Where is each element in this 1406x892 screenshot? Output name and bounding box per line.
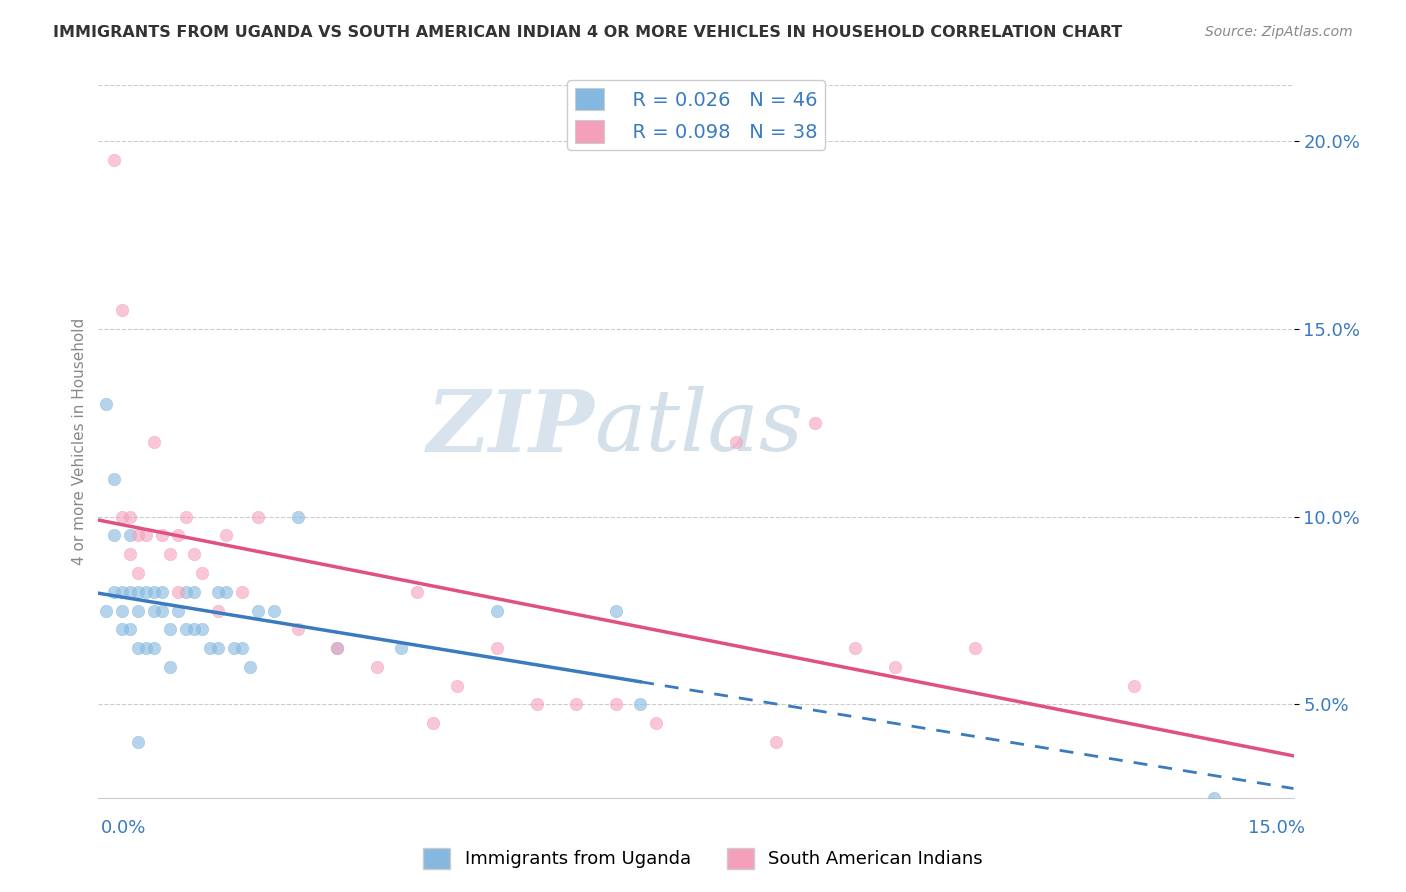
Point [111, 584, 134, 599]
Point [765, 735, 787, 749]
Point [389, 641, 412, 656]
Point [287, 623, 309, 637]
Point [485, 641, 508, 656]
Point [326, 641, 349, 656]
Point [963, 641, 986, 656]
Point [167, 528, 190, 542]
Point [183, 584, 205, 599]
Text: Source: ZipAtlas.com: Source: ZipAtlas.com [1205, 25, 1353, 39]
Point [628, 698, 651, 712]
Point [143, 434, 166, 449]
Point [120, 547, 142, 561]
Point [111, 509, 134, 524]
Point [246, 509, 269, 524]
Point [120, 584, 142, 599]
Point [231, 641, 253, 656]
Point [246, 603, 269, 617]
Point [103, 472, 125, 486]
Point [135, 528, 157, 542]
Point [120, 509, 142, 524]
Point [844, 641, 866, 656]
Point [103, 528, 125, 542]
Point [143, 641, 166, 656]
Point [645, 716, 668, 731]
Point [287, 509, 309, 524]
Point [111, 623, 134, 637]
Text: atlas: atlas [595, 386, 803, 468]
Point [150, 603, 173, 617]
Point [605, 698, 627, 712]
Point [159, 660, 181, 674]
Point [127, 735, 149, 749]
Point [127, 528, 149, 542]
Point [103, 584, 125, 599]
Point [183, 547, 205, 561]
Point [207, 603, 229, 617]
Point [366, 660, 388, 674]
Point [724, 434, 747, 449]
Point [1202, 791, 1225, 805]
Point [191, 623, 214, 637]
Point [96, 603, 118, 617]
Point [485, 603, 508, 617]
Text: 15.0%: 15.0% [1247, 819, 1305, 837]
Point [167, 584, 190, 599]
Text: ZIP: ZIP [426, 385, 595, 469]
Point [174, 623, 197, 637]
Point [111, 603, 134, 617]
Point [207, 584, 229, 599]
Point [135, 641, 157, 656]
Point [526, 698, 548, 712]
Point [103, 153, 125, 167]
Y-axis label: 4 or more Vehicles in Household: 4 or more Vehicles in Household [72, 318, 87, 566]
Point [215, 584, 238, 599]
Point [143, 603, 166, 617]
Point [406, 584, 429, 599]
Point [174, 509, 197, 524]
Point [127, 603, 149, 617]
Text: IMMIGRANTS FROM UGANDA VS SOUTH AMERICAN INDIAN 4 OR MORE VEHICLES IN HOUSEHOLD : IMMIGRANTS FROM UGANDA VS SOUTH AMERICAN… [53, 25, 1122, 40]
Point [605, 603, 627, 617]
Point [222, 641, 245, 656]
Point [127, 584, 149, 599]
Legend: Immigrants from Uganda, South American Indians: Immigrants from Uganda, South American I… [416, 840, 990, 876]
Legend:   R = 0.026   N = 46,   R = 0.098   N = 38: R = 0.026 N = 46, R = 0.098 N = 38 [567, 80, 825, 151]
Point [804, 416, 827, 430]
Point [174, 584, 197, 599]
Point [326, 641, 349, 656]
Point [96, 397, 118, 411]
Point [143, 584, 166, 599]
Point [183, 623, 205, 637]
Text: 0.0%: 0.0% [101, 819, 146, 837]
Point [263, 603, 285, 617]
Point [191, 566, 214, 580]
Point [422, 716, 444, 731]
Point [150, 584, 173, 599]
Point [159, 623, 181, 637]
Point [111, 303, 134, 318]
Point [215, 528, 238, 542]
Point [127, 641, 149, 656]
Point [446, 679, 468, 693]
Point [135, 584, 157, 599]
Point [159, 547, 181, 561]
Point [120, 528, 142, 542]
Point [120, 623, 142, 637]
Point [198, 641, 221, 656]
Point [150, 528, 173, 542]
Point [127, 566, 149, 580]
Point [167, 603, 190, 617]
Point [207, 641, 229, 656]
Point [884, 660, 907, 674]
Point [1123, 679, 1146, 693]
Point [231, 584, 253, 599]
Point [239, 660, 262, 674]
Point [565, 698, 588, 712]
